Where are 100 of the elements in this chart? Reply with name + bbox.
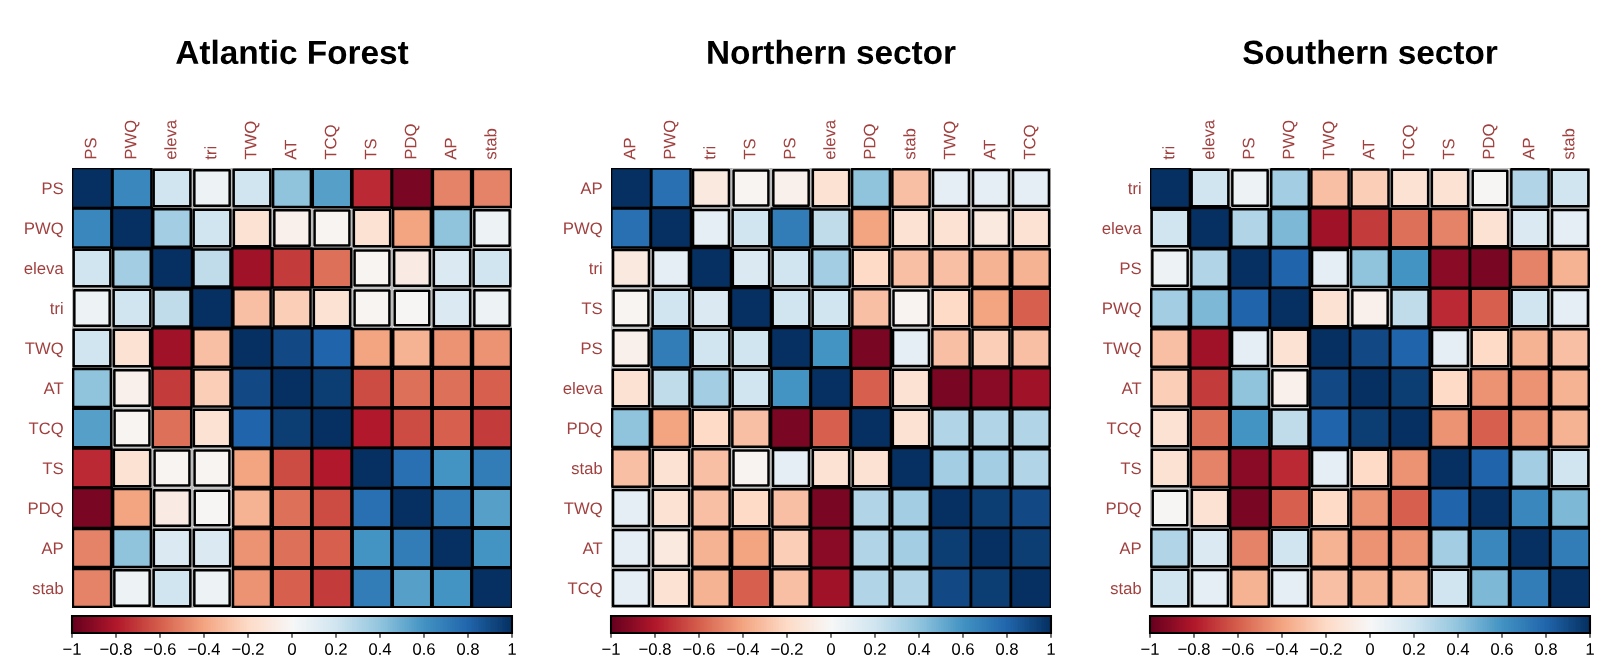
color-bar-label: 0: [288, 643, 296, 655]
y-tick-label: eleva: [563, 381, 603, 395]
chart-title: Southern sector: [1243, 39, 1498, 65]
x-tick-label: PDQ: [404, 124, 420, 159]
y-tick-label: PWQ: [25, 222, 63, 238]
chart-title: Atlantic Forest: [176, 39, 409, 65]
x-tick-label: TWQ: [943, 121, 959, 160]
y-tick-label: TWQ: [1103, 342, 1141, 358]
x-tick-label: AP: [444, 138, 457, 160]
y-tick-label: tri: [50, 301, 63, 315]
x-tick-label: PWQ: [124, 120, 140, 159]
color-bar-label: 1: [1047, 643, 1055, 655]
x-tick-label: eleva: [823, 119, 836, 159]
x-tick-label: stab: [1562, 128, 1575, 160]
x-tick-label: tri: [204, 146, 217, 160]
x-tick-label: stab: [484, 128, 497, 160]
x-tick-label: eleva: [164, 119, 177, 159]
x-tick-label: TS: [1442, 139, 1455, 160]
y-tick-label: TS: [42, 462, 63, 475]
x-tick-label: TWQ: [1322, 121, 1338, 160]
y-tick-label: tri: [1128, 181, 1141, 195]
y-tick-label: PDQ: [1106, 502, 1141, 518]
color-bar-label: 0.4: [369, 643, 392, 655]
x-tick-label: AT: [1362, 139, 1375, 160]
color-bar-label: −0.6: [683, 643, 715, 655]
y-tick-label: eleva: [24, 261, 64, 275]
color-bar-label: −1: [1141, 643, 1159, 655]
x-tick-label: eleva: [1202, 119, 1215, 159]
y-tick-label: TWQ: [564, 502, 602, 518]
x-tick-label: AP: [623, 138, 636, 160]
color-bar-label: −0.4: [727, 643, 759, 655]
color-bar-label: −1: [602, 643, 620, 655]
y-tick-label: stab: [32, 581, 63, 595]
color-bar-label: 0.6: [952, 643, 974, 655]
color-bar-label: 0: [827, 643, 835, 655]
y-tick-label: PS: [42, 182, 63, 195]
x-tick-label: AP: [1522, 138, 1535, 160]
color-bar-label: −1: [63, 643, 81, 655]
x-tick-label: tri: [1162, 146, 1175, 160]
y-tick-label: TCQ: [567, 582, 602, 598]
color-bar-label: 0.8: [457, 643, 479, 655]
y-tick-label: TCQ: [1106, 422, 1141, 438]
y-tick-label: AT: [43, 382, 64, 395]
y-tick-label: AT: [582, 542, 603, 555]
color-bar-label: −0.2: [771, 643, 803, 655]
x-tick-label: TCQ: [324, 125, 340, 160]
y-tick-label: PWQ: [564, 222, 602, 238]
y-tick-label: PDQ: [28, 502, 63, 518]
color-bar-label: 1: [508, 643, 516, 655]
color-bar-label: 0.8: [1535, 643, 1557, 655]
color-bar-label: −0.8: [1178, 643, 1210, 655]
x-tick-label: PS: [84, 138, 97, 159]
color-bar-label: −0.6: [1222, 643, 1254, 655]
x-tick-label: TS: [743, 139, 756, 160]
y-tick-label: TWQ: [25, 342, 63, 358]
color-bar-label: −0.2: [1310, 643, 1342, 655]
color-bar-label: 0.2: [1403, 643, 1425, 655]
y-tick-label: PS: [1120, 262, 1141, 275]
x-tick-label: PS: [1242, 138, 1255, 159]
x-tick-label: PWQ: [1282, 120, 1298, 159]
color-bar-label: 0.4: [908, 643, 931, 655]
color-bar-label: −0.4: [188, 643, 220, 655]
x-tick-label: AT: [284, 139, 297, 160]
x-tick-label: stab: [903, 128, 916, 160]
y-tick-label: TCQ: [28, 422, 63, 438]
color-bar-label: 0.2: [864, 643, 886, 655]
y-tick-label: AT: [1121, 382, 1142, 395]
y-tick-label: PS: [581, 342, 602, 355]
x-tick-label: TS: [364, 139, 377, 160]
x-tick-label: tri: [703, 146, 716, 160]
x-tick-label: AT: [983, 139, 996, 160]
x-tick-label: TWQ: [244, 121, 260, 160]
color-bar-label: 0.6: [1491, 643, 1513, 655]
color-bar-label: 1: [1586, 643, 1594, 655]
color-bar-label: −0.4: [1266, 643, 1298, 655]
chart-title: Northern sector: [708, 39, 956, 65]
color-bar-label: −0.8: [639, 643, 671, 655]
y-tick-label: TS: [1120, 462, 1141, 475]
y-tick-label: stab: [1110, 581, 1141, 595]
color-bar-label: −0.2: [232, 643, 264, 655]
y-tick-label: AP: [580, 182, 602, 195]
y-tick-label: AP: [41, 542, 63, 555]
y-tick-label: tri: [589, 261, 602, 275]
color-bar-label: 0.4: [1447, 643, 1470, 655]
x-tick-label: PWQ: [663, 120, 679, 159]
y-tick-label: stab: [571, 461, 602, 475]
y-tick-label: PDQ: [567, 422, 602, 438]
y-tick-label: eleva: [1102, 221, 1142, 235]
color-bar-label: 0.2: [325, 643, 347, 655]
color-bar-label: 0.6: [413, 643, 435, 655]
x-tick-label: TCQ: [1402, 125, 1418, 160]
x-tick-label: PS: [783, 138, 796, 159]
x-tick-label: PDQ: [1482, 124, 1498, 159]
y-tick-label: PWQ: [1103, 302, 1141, 318]
x-tick-label: TCQ: [1023, 125, 1039, 160]
color-bar-label: 0.8: [996, 643, 1018, 655]
x-tick-label: PDQ: [863, 124, 879, 159]
y-tick-label: TS: [581, 302, 602, 315]
color-bar-label: 0: [1366, 643, 1374, 655]
color-bar-label: −0.6: [144, 643, 176, 655]
